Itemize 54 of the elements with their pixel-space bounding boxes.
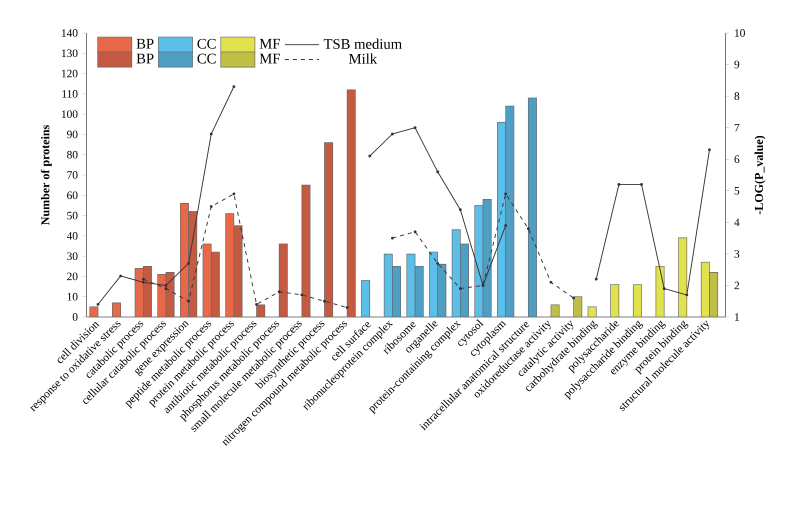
legend-label: CC xyxy=(197,54,216,64)
bar xyxy=(528,98,537,317)
legend-label: BP xyxy=(136,54,154,64)
bar xyxy=(573,296,582,317)
y-tick-label: 40 xyxy=(66,232,78,240)
legend-label: BP xyxy=(136,38,154,49)
legend-label: Milk xyxy=(349,53,378,64)
y-tick-label: 90 xyxy=(66,130,78,138)
bar xyxy=(678,238,688,317)
legend-label: TSB medium xyxy=(324,38,402,49)
y-tick-label: 100 xyxy=(62,110,78,118)
y-tick-label: 60 xyxy=(67,191,78,200)
y-tick-label: 0 xyxy=(72,313,78,321)
legend-label: CC xyxy=(197,38,216,49)
bar xyxy=(550,304,560,317)
y2-tick-label: 9 xyxy=(734,60,740,68)
bar xyxy=(112,302,121,317)
bar xyxy=(301,184,310,317)
y-tick-label: 130 xyxy=(62,49,78,58)
y-axis-title: Number of proteins xyxy=(40,125,52,225)
bar xyxy=(234,225,242,317)
y-tick-label: 10 xyxy=(68,292,78,301)
y2-axis-title: -LOG(P_value) xyxy=(754,136,766,214)
y-tick-label: 50 xyxy=(67,212,78,220)
y-tick-label: 140 xyxy=(62,29,78,37)
y-tick-label: 80 xyxy=(67,150,78,159)
y2-tick-label: 8 xyxy=(734,92,740,100)
bar xyxy=(632,284,642,317)
bar xyxy=(610,284,620,317)
y-tick-label: 20 xyxy=(67,272,78,280)
y2-tick-label: 6 xyxy=(734,155,740,164)
bar xyxy=(656,266,665,317)
y-tick-label: 30 xyxy=(67,252,78,260)
bar xyxy=(497,122,506,317)
bar xyxy=(346,89,356,317)
y2-tick-label: 7 xyxy=(734,124,740,132)
legend-label: MF xyxy=(260,54,280,64)
bar xyxy=(392,266,402,317)
y2-tick-label: 2 xyxy=(734,282,740,290)
bar xyxy=(505,106,514,317)
bar xyxy=(588,306,597,317)
y2-tick-label: 1 xyxy=(735,313,740,321)
y-tick-label: 70 xyxy=(67,171,78,179)
bar xyxy=(180,203,189,317)
bar xyxy=(324,142,334,317)
y2-tick-label: 5 xyxy=(734,187,740,195)
y-tick-label: 120 xyxy=(62,70,78,78)
bar xyxy=(460,244,469,317)
y2-tick-label: 3 xyxy=(734,250,740,258)
bar xyxy=(225,213,234,317)
y2-tick-label: 10 xyxy=(735,29,745,37)
legend-label: MF xyxy=(260,38,280,48)
y-tick-label: 110 xyxy=(62,90,78,98)
y2-tick-label: 4 xyxy=(734,218,740,226)
